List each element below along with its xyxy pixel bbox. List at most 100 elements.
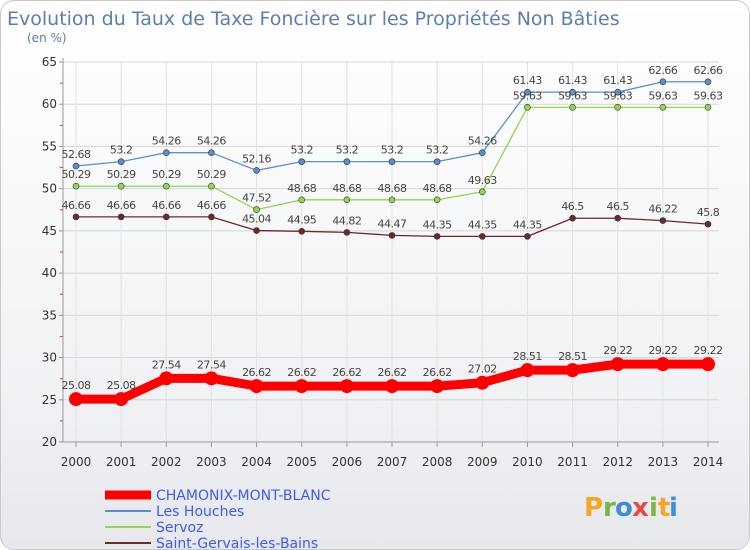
data-point — [704, 104, 712, 111]
data-point — [159, 371, 174, 386]
data-label: 46.66 — [197, 199, 226, 212]
tick-label-x: 2012 — [602, 455, 633, 469]
data-point — [704, 220, 712, 228]
data-label: 45.8 — [697, 206, 720, 219]
data-point — [430, 379, 445, 394]
data-point — [433, 196, 441, 204]
data-point — [524, 233, 531, 240]
tick-label-x: 2002 — [151, 455, 182, 469]
tick-label-y: 60 — [42, 97, 57, 111]
data-label: 59.63 — [513, 89, 542, 102]
data-label: 47.52 — [242, 192, 271, 205]
data-point — [659, 78, 667, 86]
tick-label-y: 20 — [42, 435, 57, 449]
data-point — [614, 88, 622, 96]
series-lines — [69, 78, 715, 407]
data-point — [298, 158, 306, 165]
data-label: 53.2 — [290, 144, 313, 157]
data-label: 26.62 — [378, 366, 407, 379]
data-label: 25.08 — [62, 379, 91, 392]
data-point — [69, 392, 83, 407]
data-point — [117, 158, 125, 165]
data-point — [298, 228, 306, 235]
data-label: 27.54 — [152, 358, 181, 371]
data-label: 46.66 — [107, 199, 136, 212]
data-point — [478, 233, 486, 240]
data-point — [385, 379, 399, 394]
data-label: 50.29 — [152, 168, 181, 181]
data-point — [72, 182, 80, 190]
data-label: 48.68 — [287, 182, 316, 195]
data-label: 54.26 — [197, 135, 226, 148]
data-labels: 52.68 53.2 54.26 54.26 52.16 53.2 53.2 53.2 53.2… — [62, 64, 724, 392]
data-point — [249, 379, 264, 394]
logo-letter: i — [649, 493, 658, 523]
data-label: 44.35 — [513, 218, 542, 231]
logo-letter: P — [584, 493, 603, 523]
data-point — [433, 233, 441, 240]
data-point — [569, 88, 576, 96]
data-label: 46.5 — [606, 200, 629, 213]
data-label: 46.22 — [648, 203, 677, 216]
tick-label-x: 2011 — [557, 455, 588, 469]
data-label: 27.02 — [468, 363, 497, 376]
data-label: 61.43 — [603, 74, 632, 87]
data-point — [659, 217, 667, 224]
data-label: 29.22 — [648, 344, 677, 357]
legend-label-3: Saint-Gervais-les-Bains — [156, 536, 318, 550]
data-label: 26.62 — [287, 366, 316, 379]
data-point — [478, 188, 486, 196]
data-point — [610, 357, 625, 372]
tick-label-y: 55 — [42, 139, 57, 153]
data-label: 50.29 — [107, 168, 136, 181]
tick-label-y: 35 — [42, 308, 57, 322]
data-point — [569, 104, 576, 111]
tick-label-y: 65 — [42, 55, 57, 69]
data-label: 61.43 — [513, 74, 542, 87]
data-point — [475, 375, 490, 390]
data-label: 53.2 — [426, 144, 449, 157]
data-label: 50.29 — [197, 168, 226, 181]
data-point — [524, 104, 531, 111]
logo-letter: i — [669, 493, 678, 523]
data-point — [162, 182, 170, 190]
data-label: 46.66 — [62, 199, 91, 212]
logo-letter: t — [658, 493, 670, 523]
data-label: 59.63 — [694, 89, 723, 102]
data-label: 46.5 — [561, 200, 584, 213]
data-label: 61.43 — [558, 74, 587, 87]
data-point — [704, 78, 712, 86]
data-point — [114, 392, 129, 407]
data-point — [520, 363, 535, 378]
tick-label-x: 2004 — [241, 455, 272, 469]
data-point — [659, 104, 667, 111]
data-point — [614, 104, 622, 111]
chart-ylabel: (en %) — [27, 31, 67, 45]
data-label: 28.51 — [558, 350, 587, 363]
data-point — [72, 213, 80, 221]
data-point — [208, 149, 215, 156]
data-point — [253, 206, 260, 213]
data-label: 25.08 — [107, 379, 136, 392]
data-label: 49.63 — [468, 174, 497, 187]
data-label: 62.66 — [694, 64, 723, 77]
tick-label-x: 2009 — [467, 455, 498, 469]
data-point — [298, 196, 306, 204]
data-label: 59.63 — [603, 89, 632, 102]
data-point — [388, 232, 396, 239]
data-point — [343, 158, 351, 165]
data-point — [433, 158, 441, 165]
data-point — [294, 379, 309, 394]
data-point — [569, 214, 576, 222]
data-point — [339, 379, 354, 394]
data-label: 53.2 — [381, 144, 404, 157]
chart-title: Evolution du Taux de Taxe Foncière sur l… — [7, 8, 620, 30]
data-label: 59.63 — [558, 89, 587, 102]
data-point — [208, 213, 215, 221]
data-label: 53.2 — [336, 144, 359, 157]
tick-label-x: 2001 — [106, 455, 137, 469]
tick-label-y: 40 — [42, 266, 57, 280]
data-label: 53.2 — [110, 144, 133, 157]
